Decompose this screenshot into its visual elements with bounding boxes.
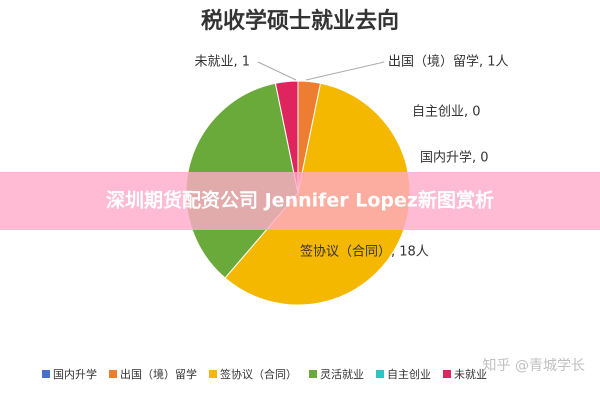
legend-swatch: [42, 370, 50, 378]
leader-line: [305, 61, 385, 81]
legend-label: 灵活就业: [320, 367, 364, 381]
data-label: 自主创业, 0: [412, 105, 481, 120]
legend-swatch: [309, 370, 317, 378]
banner-text: 深圳期货配资公司 Jennifer Lopez新图赏析: [106, 189, 494, 212]
legend-swatch: [109, 370, 117, 378]
legend-swatch: [376, 370, 384, 378]
data-label: 国内升学, 0: [420, 150, 489, 166]
data-label: 出国（境）留学, 1人: [388, 54, 509, 70]
legend-label: 出国（境）留学: [120, 367, 197, 381]
legend-label: 签协议（合同）: [220, 367, 297, 381]
pie-slice: [274, 80, 299, 194]
legend-swatch: [443, 370, 451, 378]
chart-title: 税收学硕士就业去向: [201, 8, 399, 34]
legend-label: 未就业: [454, 367, 487, 381]
data-label: 未就业, 1: [194, 55, 250, 70]
watermark: 知乎 @青城学长: [483, 357, 585, 374]
legend-swatch: [209, 370, 217, 378]
leader-line: [257, 61, 297, 81]
data-label: 签协议（合同）, 18人: [300, 244, 429, 260]
banner: [0, 172, 600, 230]
legend-label: 自主创业: [387, 368, 431, 381]
legend-label: 国内升学: [53, 367, 97, 381]
